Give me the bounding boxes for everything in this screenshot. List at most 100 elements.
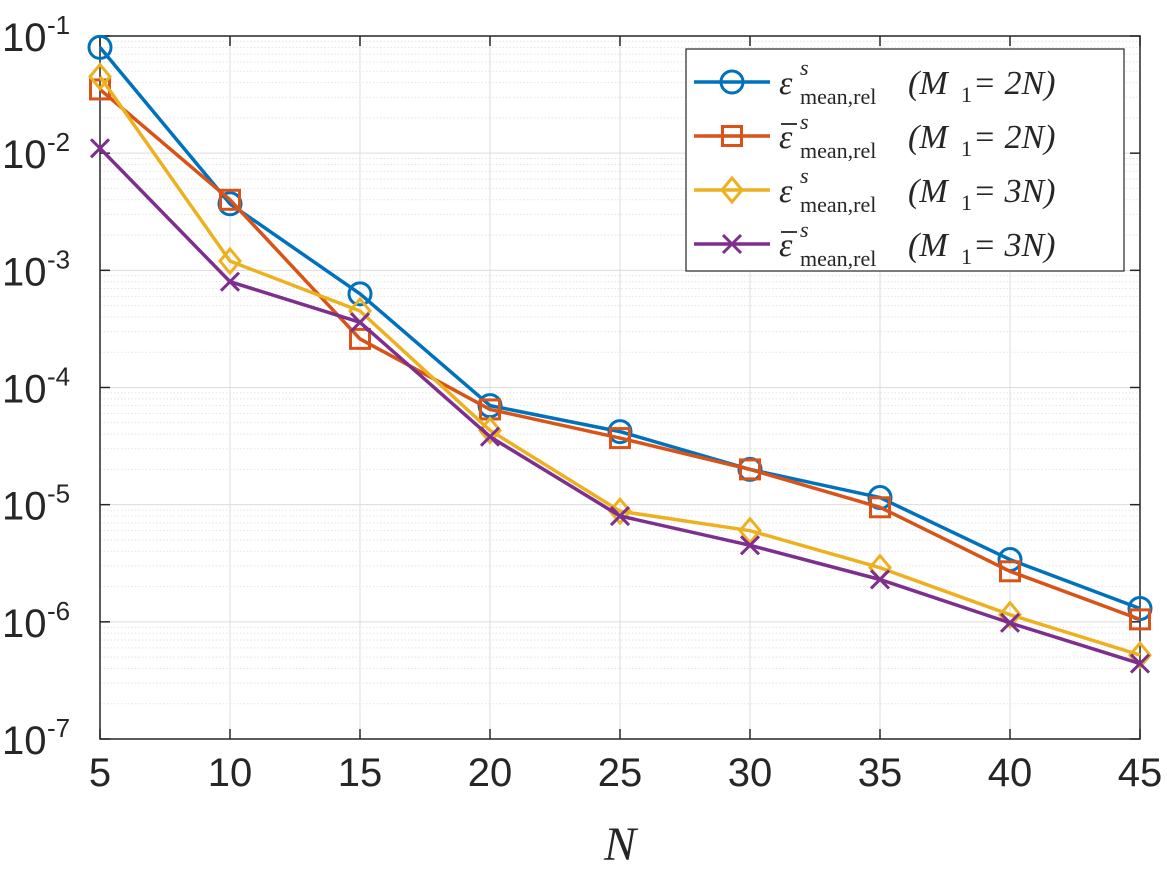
legend-argument-tail: = 3N) — [973, 227, 1055, 264]
y-tick-label: 10 -7 — [2, 713, 70, 763]
data-point — [869, 496, 891, 519]
x-axis-title: N — [603, 818, 639, 871]
legend-subscript: mean,rel — [800, 192, 876, 217]
data-point — [479, 426, 501, 447]
y-tick-base: 10 — [2, 485, 47, 529]
data-point — [719, 69, 745, 95]
legend-subscript: mean,rel — [800, 84, 876, 109]
y-tick-base: 10 — [2, 368, 47, 412]
series-line — [98, 75, 1141, 657]
y-tick-exponent: -5 — [47, 479, 70, 509]
series-2 — [89, 78, 1151, 631]
legend-superscript: s — [800, 163, 809, 188]
data-point — [349, 327, 371, 350]
data-point — [869, 569, 891, 590]
data-point — [349, 312, 371, 333]
legend-box — [685, 48, 1125, 272]
legend-argument-subscript: 1 — [961, 136, 972, 161]
x-tick-labels: 5 10 15 20 25 30 35 40 45 — [89, 751, 1162, 795]
y-tick-base: 10 — [2, 133, 47, 177]
data-point — [999, 560, 1021, 583]
y-tick-exponent: -2 — [47, 127, 70, 157]
data-point — [739, 458, 761, 481]
y-tick-base: 10 — [2, 719, 47, 763]
x-tick-label: 45 — [1118, 751, 1163, 795]
legend-argument-tail: = 2N) — [973, 65, 1055, 102]
legend-argument-subscript: 1 — [961, 82, 972, 107]
legend-entry-2: ε s mean,rel (M 1 = 2N) — [694, 109, 1055, 163]
legend-symbol: ε — [779, 227, 793, 264]
y-tick-exponent: -7 — [47, 713, 70, 743]
y-tick-label: 10 -4 — [2, 362, 70, 412]
data-point — [609, 505, 631, 527]
data-point — [1129, 653, 1151, 674]
y-tick-label: 10 -3 — [2, 244, 70, 294]
data-point — [1128, 640, 1152, 670]
y-tick-label: 10 -2 — [2, 127, 70, 177]
y-tick-label: 10 -6 — [2, 596, 70, 646]
y-tick-label: 10 -5 — [2, 479, 70, 529]
legend-subscript: mean,rel — [800, 138, 876, 163]
data-point — [609, 427, 631, 450]
legend-entry-4: ε s mean,rel (M 1 = 3N) — [694, 217, 1055, 271]
legend-argument: (M — [908, 119, 949, 156]
x-tick-label: 5 — [89, 751, 111, 795]
data-point — [218, 246, 242, 276]
series-3 — [88, 62, 1152, 670]
data-point — [1129, 608, 1151, 631]
legend-symbol: ε — [779, 173, 793, 210]
legend-argument-tail: = 3N) — [973, 173, 1055, 210]
legend-argument: (M — [908, 173, 949, 210]
y-tick-exponent: -3 — [47, 244, 70, 274]
legend-argument-subscript: 1 — [961, 244, 972, 269]
y-tick-base: 10 — [2, 16, 47, 60]
data-point — [89, 138, 111, 159]
legend-argument: (M — [908, 65, 949, 102]
series-4 — [89, 138, 1151, 674]
legend-entry-1: ε s mean,rel (M 1 = 2N) — [694, 55, 1055, 109]
legend-symbol: ε — [779, 119, 793, 156]
data-point — [721, 233, 743, 255]
y-tick-exponent: -6 — [47, 596, 70, 626]
series-line — [98, 46, 1141, 611]
data-point — [720, 175, 744, 205]
y-tick-base: 10 — [2, 602, 47, 646]
data-point — [219, 188, 241, 211]
axis-ticks — [99, 35, 1141, 740]
series-line — [98, 88, 1141, 622]
data-point — [721, 125, 743, 147]
legend-entry-3: ε s mean,rel (M 1 = 3N) — [694, 163, 1055, 217]
x-tick-label: 30 — [728, 751, 773, 795]
y-tick-exponent: -4 — [47, 362, 70, 392]
legend-argument-subscript: 1 — [961, 190, 972, 215]
x-tick-label: 15 — [338, 751, 383, 795]
data-point — [347, 281, 373, 307]
legend-argument: (M — [908, 227, 949, 264]
legend-subscript: mean,rel — [800, 246, 876, 271]
legend-superscript: s — [800, 217, 809, 242]
x-tick-label: 40 — [988, 751, 1033, 795]
x-tick-label: 25 — [598, 751, 643, 795]
y-tick-labels: 10-710-610-510-410-310-210-1 — [2, 10, 70, 763]
y-tick-label: 10 -1 — [2, 10, 70, 60]
data-point — [999, 612, 1021, 633]
data-point — [738, 516, 762, 546]
data-point — [219, 271, 241, 292]
data-point — [739, 535, 761, 556]
y-tick-base: 10 — [2, 250, 47, 294]
data-point — [88, 62, 112, 91]
y-tick-exponent: -1 — [47, 10, 70, 40]
x-tick-label: 10 — [208, 751, 253, 795]
legend-symbol: ε — [779, 65, 793, 102]
legend-argument-tail: = 2N) — [973, 119, 1055, 156]
x-tick-label: 20 — [468, 751, 513, 795]
x-tick-label: 35 — [858, 751, 903, 795]
data-point — [478, 416, 502, 445]
series-layer — [87, 34, 1153, 674]
legend-superscript: s — [800, 109, 809, 134]
data-point — [998, 600, 1022, 630]
data-point — [87, 34, 113, 60]
data-point — [608, 496, 632, 526]
